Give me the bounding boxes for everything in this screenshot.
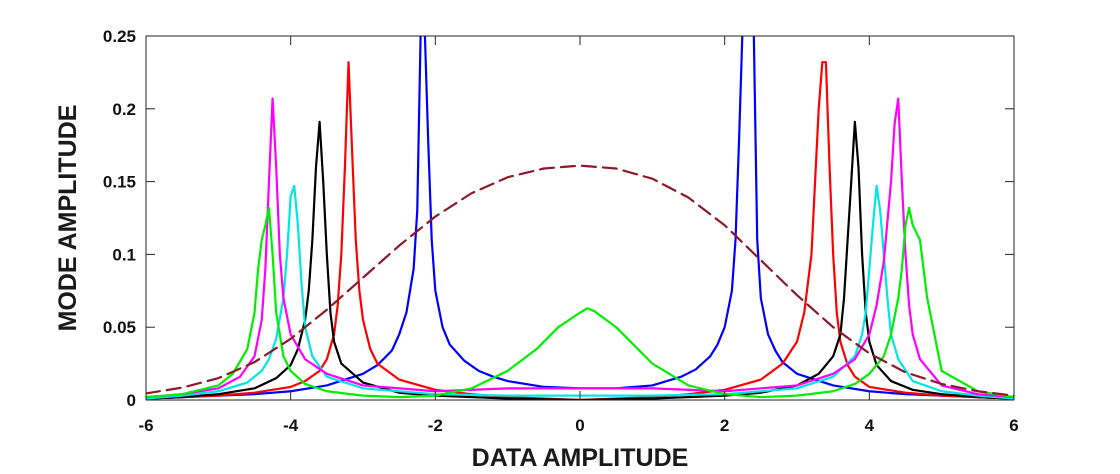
tick-layer: -6 -4 -2 0 2 4 6 0 0.05 0.1 0.15 0.2 0.25 <box>103 27 1019 435</box>
x-tick-label: 0 <box>575 416 584 435</box>
series-layer <box>146 36 1014 400</box>
x-tick-label: 6 <box>1009 416 1018 435</box>
y-tick-label: 0.15 <box>103 173 136 192</box>
y-tick-label: 0.1 <box>112 245 136 264</box>
x-axis-title: DATA AMPLITUDE <box>472 444 689 472</box>
series-line-7 <box>146 164 1014 397</box>
y-tick-label: 0.25 <box>103 27 136 46</box>
y-axis-title: MODE AMPLITUDE <box>54 105 82 332</box>
x-tick-label: -4 <box>283 416 299 435</box>
y-tick-label: 0.2 <box>112 100 136 119</box>
x-tick-label: 2 <box>720 416 729 435</box>
y-tick-label: 0 <box>127 391 136 410</box>
series-line-6 <box>146 206 1014 399</box>
x-tick-label: -2 <box>428 416 443 435</box>
series-line-2 <box>146 61 1014 400</box>
x-tick-label: 4 <box>865 416 875 435</box>
y-tick-label: 0.05 <box>103 318 136 337</box>
x-tick-label: -6 <box>138 416 153 435</box>
